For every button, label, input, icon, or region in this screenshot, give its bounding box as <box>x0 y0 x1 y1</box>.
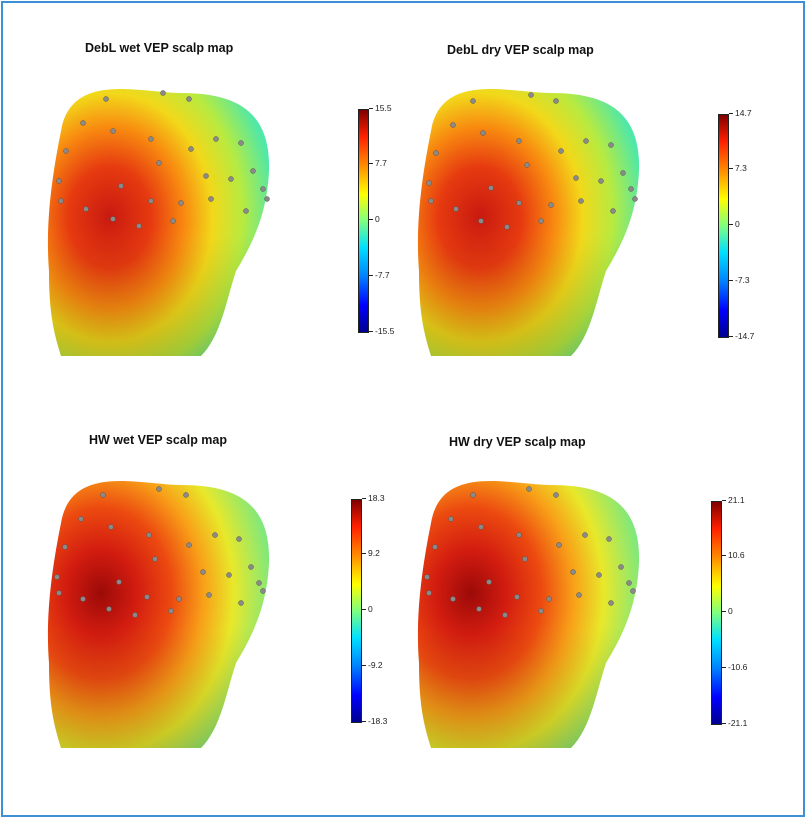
colorbar-tick-upper: 10.6 <box>722 550 745 560</box>
panel-title: HW wet VEP scalp map <box>89 433 228 447</box>
scalp-map-panel-hw-wet: HW wet VEP scalp map <box>31 423 431 823</box>
colorbar-tick-min: -21.1 <box>721 718 748 728</box>
scalp-map-head <box>47 89 270 356</box>
colorbar-tick-lower: -7.3 <box>729 275 750 285</box>
colorbar-tick-min: -18.3 <box>361 716 388 726</box>
head-shading <box>417 481 640 748</box>
colorbar-tick-lower: -7.7 <box>369 270 390 280</box>
scalp-map-head <box>417 481 640 748</box>
head-shading <box>47 481 270 748</box>
colorbar-tick-min: -14.7 <box>728 331 755 341</box>
panel-title: HW dry VEP scalp map <box>449 435 586 449</box>
colorbar-tick-max: 14.7 <box>729 108 752 118</box>
scalp-map-panel-debl-dry: DebL dry VEP scalp map <box>401 31 801 431</box>
colorbar-tick-zero: 0 <box>722 606 733 616</box>
colorbar-tick-max: 15.5 <box>369 103 392 113</box>
colorbar-tick-lower: -9.2 <box>362 660 383 670</box>
colorbar <box>358 109 369 333</box>
colorbar-tick-min: -15.5 <box>368 326 395 336</box>
colorbar-tick-zero: 0 <box>729 219 740 229</box>
panel-title: DebL dry VEP scalp map <box>447 43 594 57</box>
electrode-markers <box>56 90 270 229</box>
colorbar-tick-max: 21.1 <box>722 495 745 505</box>
head-shading <box>47 89 270 356</box>
colorbar-tick-zero: 0 <box>362 604 373 614</box>
head-shading <box>417 89 640 356</box>
colorbar-tick-zero: 0 <box>369 214 380 224</box>
panel-title: DebL wet VEP scalp map <box>85 41 234 55</box>
scalp-map-panel-hw-dry: HW dry VEP scalp map <box>401 423 801 823</box>
scalp-map-panel-debl-wet: DebL wet VEP scalp map <box>31 31 431 431</box>
colorbar-tick-upper: 7.3 <box>729 163 747 173</box>
colorbar-tick-lower: -10.6 <box>721 662 748 672</box>
electrode-markers <box>54 486 266 618</box>
colorbar <box>351 499 362 723</box>
scalp-map-head <box>417 89 640 356</box>
colorbar <box>718 114 729 338</box>
colorbar-tick-upper: 7.7 <box>369 158 387 168</box>
scalp-map-head <box>47 481 270 748</box>
electrode-markers <box>426 92 638 230</box>
colorbar-tick-upper: 9.2 <box>362 548 380 558</box>
colorbar <box>711 501 722 725</box>
colorbar-tick-max: 18.3 <box>362 493 385 503</box>
electrode-markers <box>424 486 636 618</box>
